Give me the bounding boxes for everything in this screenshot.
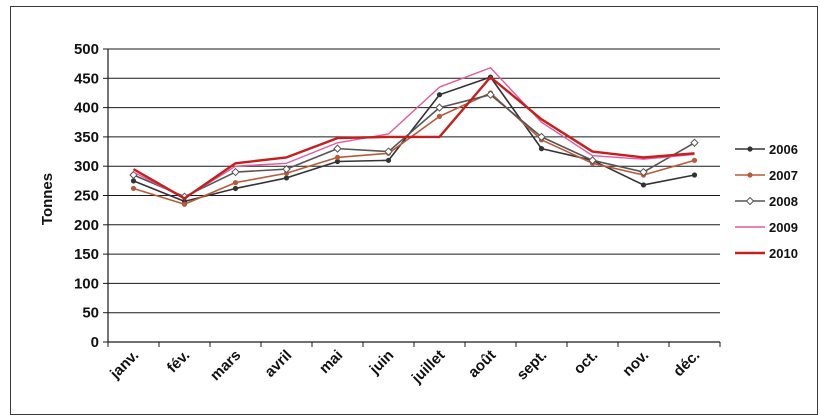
y-tick-label: 450 bbox=[74, 70, 99, 87]
x-tick-label: juillet bbox=[408, 347, 448, 387]
gridlines bbox=[103, 48, 720, 343]
x-tick-label: nov. bbox=[619, 347, 652, 380]
data-point-2008 bbox=[282, 164, 291, 174]
data-point-2008 bbox=[588, 156, 597, 165]
data-point-2007 bbox=[130, 185, 137, 192]
y-tick-label: 100 bbox=[74, 275, 99, 292]
data-point-2008 bbox=[639, 167, 648, 177]
legend-label-2010: 2010 bbox=[769, 246, 798, 261]
data-point-2006 bbox=[334, 158, 341, 165]
y-tick-label: 350 bbox=[74, 129, 99, 146]
x-tick-label: oct. bbox=[570, 347, 601, 378]
data-point-2008 bbox=[384, 147, 393, 156]
data-point-2008 bbox=[435, 103, 444, 112]
data-point-2006 bbox=[232, 185, 239, 192]
data-point-2006 bbox=[436, 92, 443, 98]
legend-label-2006: 2006 bbox=[769, 142, 798, 157]
y-tick-label: 50 bbox=[82, 305, 99, 322]
chart-frame bbox=[10, 6, 818, 415]
axes bbox=[107, 49, 721, 347]
series-line-2009 bbox=[133, 67, 695, 200]
x-tick-label: mai bbox=[316, 347, 346, 377]
data-point-2006 bbox=[691, 172, 698, 178]
series-lines bbox=[129, 67, 699, 207]
data-point-2007 bbox=[436, 113, 443, 119]
x-tick-label: sept. bbox=[514, 347, 551, 384]
data-point-2008 bbox=[333, 144, 342, 153]
data-point-2007 bbox=[232, 180, 239, 186]
data-point-2008 bbox=[231, 167, 240, 177]
data-point-2007 bbox=[181, 201, 188, 207]
series-line-2008 bbox=[133, 93, 695, 198]
y-tick-label: 300 bbox=[74, 158, 99, 175]
data-point-2006 bbox=[538, 146, 545, 152]
data-point-2008 bbox=[690, 138, 699, 147]
data-point-2006 bbox=[640, 182, 647, 188]
x-tick-label: janv. bbox=[106, 347, 142, 383]
x-tick-label: août bbox=[465, 347, 499, 381]
data-point-2007 bbox=[334, 154, 341, 161]
data-point-2008 bbox=[537, 132, 546, 142]
y-tick-label: 500 bbox=[74, 41, 99, 58]
y-tick-label: 200 bbox=[74, 217, 99, 234]
data-point-2008 bbox=[486, 90, 495, 99]
legend-label-2008: 2008 bbox=[769, 194, 798, 209]
x-tick-labels: janv. fév. mars avril mai juin juillet août sept… bbox=[106, 347, 703, 387]
data-point-2006 bbox=[130, 178, 137, 184]
x-tick-label: fév. bbox=[164, 347, 194, 377]
legend-marker-2008 bbox=[745, 196, 755, 206]
x-tick-label: juin bbox=[366, 347, 398, 379]
series-line-2006 bbox=[133, 76, 695, 203]
y-tick-labels: 0 50 100 150 200 250 300 350 400 450 500 bbox=[74, 41, 99, 351]
y-tick-label: 0 bbox=[91, 334, 99, 351]
legend-marker-2006 bbox=[747, 146, 753, 152]
data-point-2006 bbox=[385, 157, 392, 163]
legend: 2006 2007 2008 2009 2010 bbox=[735, 142, 798, 261]
x-tick-label: avril bbox=[261, 347, 295, 381]
series-line-2010 bbox=[132, 75, 695, 200]
series-line-2007 bbox=[133, 92, 695, 206]
y-axis-label: Tonnes bbox=[39, 173, 56, 225]
legend-label-2009: 2009 bbox=[769, 220, 798, 235]
y-tick-label: 150 bbox=[74, 246, 99, 263]
y-tick-label: 250 bbox=[74, 188, 99, 205]
data-point-2007 bbox=[691, 157, 698, 163]
x-tick-label: mars bbox=[207, 347, 244, 384]
x-tick-label: déc. bbox=[670, 347, 703, 380]
legend-label-2007: 2007 bbox=[769, 168, 798, 183]
y-tick-label: 400 bbox=[74, 100, 99, 117]
legend-marker-2007 bbox=[747, 172, 753, 178]
data-point-2006 bbox=[283, 175, 290, 181]
